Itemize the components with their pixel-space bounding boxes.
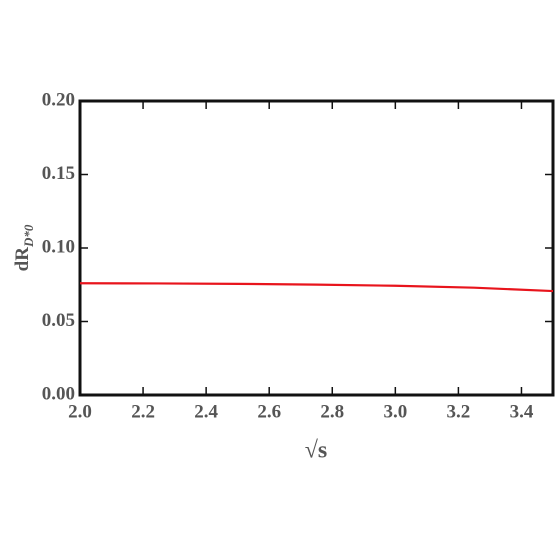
- data-line: [79, 282, 554, 293]
- y-axis-label-text: dRD*0: [12, 224, 36, 271]
- y-label-sub: D*0: [21, 224, 36, 248]
- x-tick-label: 2.4: [194, 401, 218, 422]
- x-tick-label: 2.2: [131, 401, 155, 422]
- y-tick-label: 0.10: [42, 236, 75, 257]
- x-tick-label: 3.2: [447, 401, 471, 422]
- x-tick-label: 3.0: [383, 401, 407, 422]
- x-tick-label: 2.8: [320, 401, 344, 422]
- x-tick-label: 3.4: [510, 401, 534, 422]
- x-axis-label: √s: [305, 438, 328, 464]
- y-tick-label: 0.05: [42, 310, 75, 331]
- y-tick-label: 0.20: [42, 89, 75, 110]
- plot-frame: [78, 99, 555, 397]
- y-tick-label: 0.00: [42, 383, 75, 404]
- y-tick-label: 0.15: [42, 163, 75, 184]
- y-axis-label: dRD*0: [12, 224, 36, 271]
- x-tick-label: 2.6: [257, 401, 281, 422]
- x-tick-label: 2.0: [68, 401, 92, 422]
- y-label-main: dR: [12, 247, 33, 272]
